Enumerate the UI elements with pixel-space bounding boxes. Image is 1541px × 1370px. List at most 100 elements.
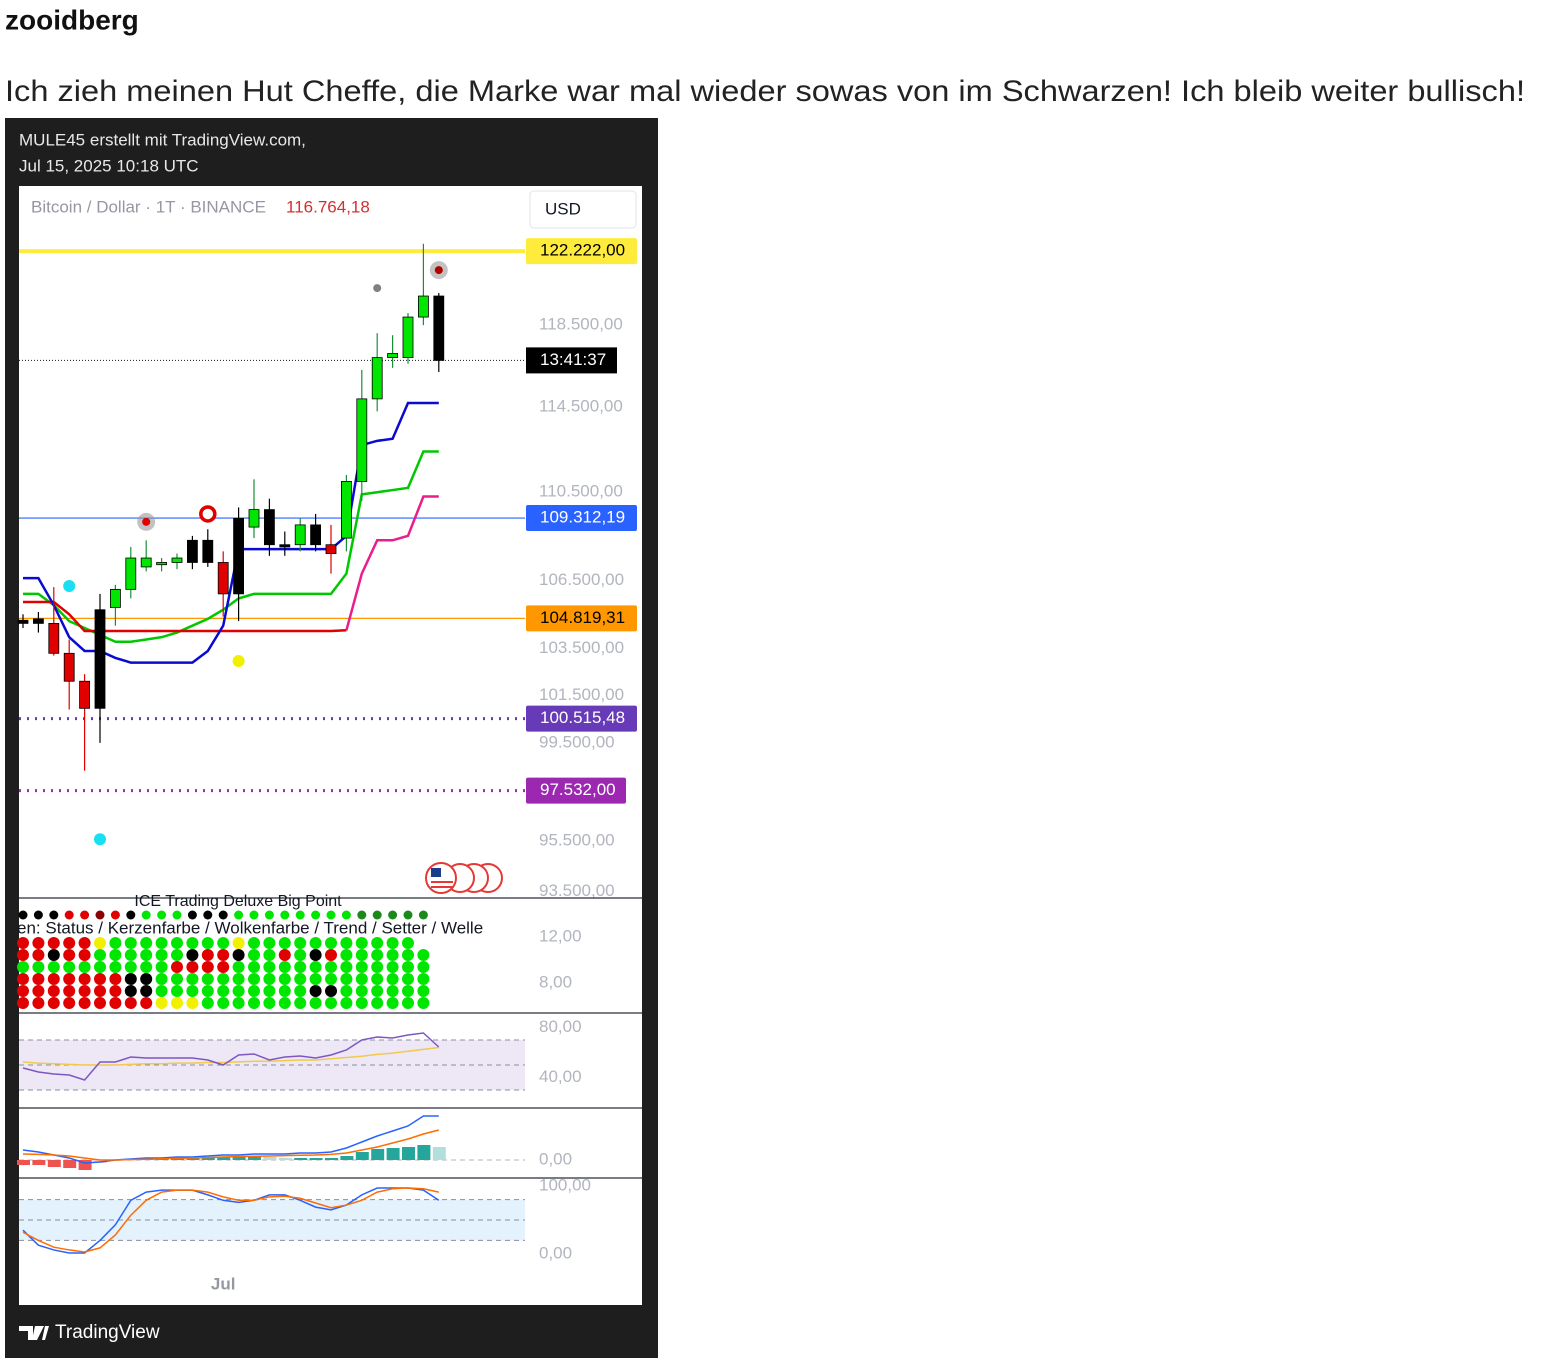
status-dot bbox=[63, 985, 76, 997]
status-dot bbox=[386, 985, 399, 997]
status-dot bbox=[217, 961, 230, 973]
status-dot bbox=[203, 910, 213, 920]
candle-body bbox=[63, 652, 75, 682]
status-dot bbox=[94, 973, 106, 985]
status-dot bbox=[386, 997, 399, 1009]
status-dot bbox=[171, 949, 183, 961]
status-dot bbox=[418, 910, 428, 920]
status-dot bbox=[402, 985, 414, 997]
status-dot bbox=[234, 910, 244, 920]
status-dot bbox=[294, 985, 307, 997]
image-footer: TradingView bbox=[55, 1322, 160, 1343]
price-level-label: 100.515,48 bbox=[540, 708, 625, 727]
status-dot bbox=[232, 961, 245, 973]
status-dot bbox=[140, 937, 153, 949]
y-tick-label: 0,00 bbox=[539, 1149, 572, 1168]
histogram-bar bbox=[402, 1147, 415, 1160]
status-dot bbox=[325, 973, 337, 985]
status-dot bbox=[232, 949, 245, 961]
candle-body bbox=[79, 680, 90, 709]
status-dot bbox=[201, 937, 214, 949]
status-dot bbox=[186, 949, 199, 961]
status-dot bbox=[124, 997, 137, 1009]
status-dot bbox=[171, 937, 183, 949]
y-tick-label: 103.500,00 bbox=[539, 638, 624, 657]
histogram-bar bbox=[432, 1147, 446, 1160]
histogram-bar bbox=[217, 1157, 231, 1160]
indicator-line bbox=[23, 600, 347, 633]
status-dot bbox=[78, 973, 91, 985]
status-dot bbox=[325, 985, 337, 997]
indicator-line bbox=[23, 401, 439, 664]
indicator-line bbox=[22, 1129, 439, 1161]
signal-marker-core bbox=[142, 517, 151, 526]
status-dot bbox=[124, 961, 137, 973]
status-dot bbox=[155, 961, 168, 973]
status-dot bbox=[47, 949, 60, 961]
post-author[interactable]: zooidberg bbox=[5, 4, 139, 35]
y-tick-label: 40,00 bbox=[539, 1067, 582, 1086]
status-dot bbox=[217, 973, 230, 985]
status-dot bbox=[403, 910, 413, 920]
status-dot bbox=[248, 949, 260, 961]
histogram-bar bbox=[278, 1158, 292, 1160]
histogram-bar bbox=[263, 1157, 277, 1160]
candle-body bbox=[33, 618, 44, 624]
status-dot bbox=[371, 961, 384, 973]
status-dot bbox=[280, 910, 290, 920]
status-dot bbox=[371, 997, 384, 1009]
candle-body bbox=[171, 557, 183, 563]
status-dot bbox=[94, 997, 106, 1009]
status-dot bbox=[63, 937, 76, 949]
indicator-line bbox=[345, 495, 439, 631]
y-tick-label: 99.500,00 bbox=[539, 732, 615, 751]
status-dot bbox=[218, 910, 228, 920]
indicator-line bbox=[22, 1046, 439, 1066]
status-dot bbox=[371, 985, 384, 997]
status-dot bbox=[32, 985, 45, 997]
histogram-bar bbox=[63, 1160, 77, 1168]
candle-body bbox=[340, 481, 352, 539]
countdown-box bbox=[526, 347, 617, 374]
status-dot bbox=[94, 985, 106, 997]
indicator-line bbox=[22, 1187, 440, 1254]
candle-body bbox=[325, 544, 337, 554]
status-dot bbox=[355, 985, 368, 997]
status-dot bbox=[371, 949, 384, 961]
candle-body bbox=[279, 544, 291, 548]
price-level-box bbox=[526, 505, 637, 532]
status-dot bbox=[249, 910, 259, 920]
status-dot bbox=[17, 949, 29, 961]
currency-box[interactable] bbox=[529, 190, 637, 229]
histogram-bar bbox=[340, 1156, 354, 1160]
price-level-label: 97.532,00 bbox=[540, 780, 616, 799]
y-tick-label: 118.500,00 bbox=[539, 315, 623, 334]
status-dot bbox=[78, 985, 91, 997]
status-dot bbox=[140, 949, 153, 961]
candle-body bbox=[263, 509, 275, 546]
status-dot bbox=[278, 997, 291, 1009]
status-dot bbox=[32, 997, 45, 1009]
y-tick-label: 114.500,00 bbox=[539, 397, 623, 416]
status-dot bbox=[49, 910, 59, 920]
signal-marker bbox=[232, 654, 245, 667]
status-dot bbox=[109, 985, 122, 997]
status-dot bbox=[417, 997, 430, 1009]
y-tick-label: 106.500,00 bbox=[539, 570, 624, 589]
status-dot bbox=[402, 949, 414, 961]
status-dot bbox=[63, 949, 76, 961]
price-level-box bbox=[526, 777, 626, 804]
status-dot bbox=[110, 910, 120, 920]
status-dot bbox=[326, 910, 336, 920]
candle-body bbox=[94, 609, 106, 709]
y-tick-label: 100,00 bbox=[539, 1176, 591, 1195]
status-dot bbox=[278, 949, 291, 961]
status-dot bbox=[294, 973, 307, 985]
candle-body bbox=[294, 524, 306, 546]
signal-marker-core bbox=[434, 266, 443, 275]
histogram-bar bbox=[78, 1160, 92, 1170]
indicator-line bbox=[22, 1115, 439, 1164]
status-dot bbox=[201, 985, 214, 997]
status-dot bbox=[141, 910, 151, 920]
